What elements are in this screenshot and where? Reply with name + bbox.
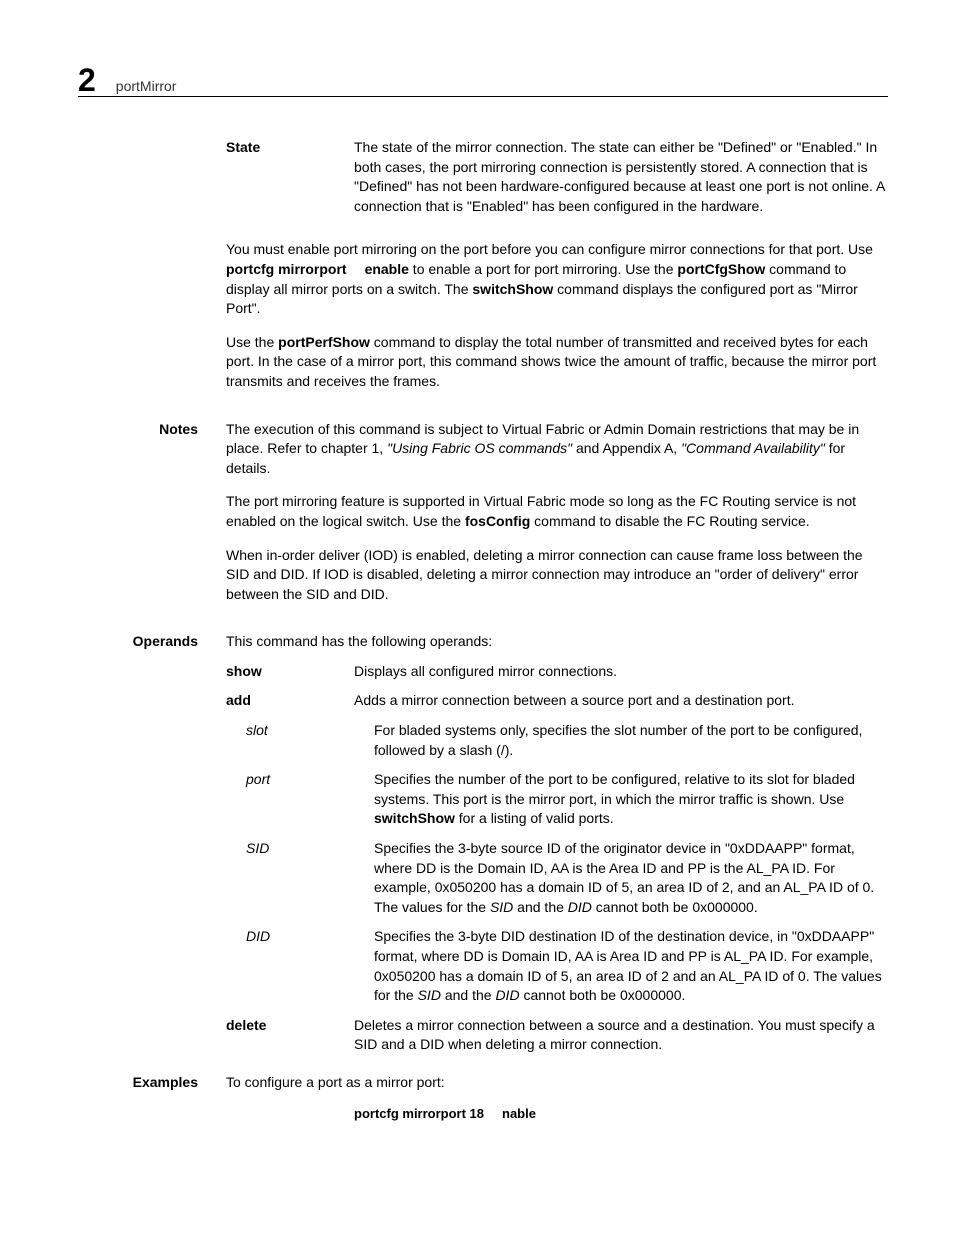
operand-did-label: DID	[246, 927, 374, 1005]
operand-add-desc: Adds a mirror connection between a sourc…	[354, 691, 888, 711]
operand-delete-desc: Deletes a mirror connection between a so…	[354, 1016, 888, 1055]
section-operands-label: Operands	[133, 633, 198, 649]
page-header-title: portMirror	[116, 77, 177, 97]
term-state-label: State	[226, 138, 354, 216]
operand-add-label: add	[226, 691, 354, 711]
para-enable-mirroring: You must enable port mirroring on the po…	[226, 240, 888, 318]
operand-port-label: port	[246, 770, 374, 829]
operand-slot-desc: For bladed systems only, specifies the s…	[374, 721, 888, 760]
operand-sid-desc: Specifies the 3-byte source ID of the or…	[374, 839, 888, 917]
operand-show-label: show	[226, 662, 354, 682]
operand-did-desc: Specifies the 3-byte DID destination ID …	[374, 927, 888, 1005]
operands-intro: This command has the following operands:	[226, 632, 888, 652]
operand-slot-label: slot	[246, 721, 374, 760]
notes-p1: The execution of this command is subject…	[226, 420, 888, 479]
example-code: portcfg mirrorport 18nable	[354, 1105, 888, 1123]
notes-p2: The port mirroring feature is supported …	[226, 492, 888, 531]
para-portperfshow: Use the portPerfShow command to display …	[226, 333, 888, 392]
notes-p3: When in-order deliver (IOD) is enabled, …	[226, 546, 888, 605]
operand-sid-label: SID	[246, 839, 374, 917]
section-examples-label: Examples	[133, 1074, 198, 1090]
operand-delete-label: delete	[226, 1016, 354, 1055]
examples-intro: To configure a port as a mirror port:	[226, 1073, 888, 1093]
header-rule	[78, 96, 888, 97]
operand-show-desc: Displays all configured mirror connectio…	[354, 662, 888, 682]
term-state-desc: The state of the mirror connection. The …	[354, 138, 888, 216]
operand-port-desc: Specifies the number of the port to be c…	[374, 770, 888, 829]
section-notes-label: Notes	[159, 421, 198, 437]
